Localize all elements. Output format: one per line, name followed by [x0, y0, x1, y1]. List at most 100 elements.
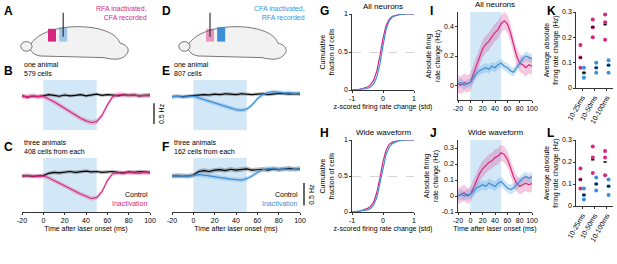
svg-text:80: 80 [125, 217, 133, 224]
svg-text:1: 1 [344, 136, 348, 143]
svg-text:Absolute firingrate change (Hz: Absolute firingrate change (Hz) [423, 150, 440, 202]
svg-text:RFA inactivated,CFA recorded: RFA inactivated,CFA recorded [96, 5, 147, 21]
svg-text:Inactivation: Inactivation [112, 200, 148, 207]
svg-text:one animal579 cells: one animal579 cells [24, 61, 59, 77]
svg-text:0.1: 0.1 [562, 59, 572, 66]
svg-text:100: 100 [526, 217, 538, 224]
svg-text:100: 100 [144, 217, 156, 224]
svg-text:0.2: 0.2 [562, 158, 572, 165]
svg-text:10-25ms: 10-25ms [566, 94, 586, 122]
svg-text:60: 60 [103, 217, 111, 224]
svg-text:All neurons: All neurons [363, 2, 403, 11]
svg-text:0.3: 0.3 [562, 136, 572, 143]
svg-text:0: 0 [450, 82, 454, 89]
svg-text:40: 40 [232, 217, 240, 224]
svg-text:40: 40 [491, 105, 499, 112]
svg-text:0.1: 0.1 [562, 180, 572, 187]
svg-text:20: 20 [61, 217, 69, 224]
svg-text:20: 20 [479, 105, 487, 112]
svg-text:H: H [320, 126, 329, 140]
svg-text:0.3: 0.3 [562, 8, 572, 15]
svg-text:40: 40 [491, 217, 499, 224]
svg-text:100: 100 [526, 105, 538, 112]
svg-text:0: 0 [568, 202, 572, 209]
svg-text:0: 0 [344, 208, 348, 215]
svg-text:0.4: 0.4 [444, 23, 454, 30]
svg-text:Average absolutefiring rate ch: Average absolutefiring rate change (Hz) [543, 15, 560, 84]
svg-text:60: 60 [503, 217, 511, 224]
svg-text:0.5: 0.5 [338, 48, 348, 55]
svg-text:0: 0 [450, 192, 454, 199]
svg-text:60: 60 [253, 217, 261, 224]
svg-text:80: 80 [516, 217, 524, 224]
svg-text:E: E [162, 64, 170, 78]
svg-text:0.1: 0.1 [444, 176, 454, 183]
svg-text:CFA inactivated,RFA recorded: CFA inactivated,RFA recorded [254, 5, 305, 21]
svg-text:0: 0 [41, 217, 45, 224]
svg-text:10-25ms: 10-25ms [566, 212, 586, 240]
svg-text:0.5: 0.5 [338, 172, 348, 179]
svg-text:K: K [547, 4, 556, 18]
svg-text:Absolute firingrate change (Hz: Absolute firingrate change (Hz) [425, 30, 442, 82]
svg-text:1: 1 [412, 95, 416, 102]
svg-text:Time after laser onset (ms): Time after laser onset (ms) [453, 225, 536, 233]
svg-text:Inactivation: Inactivation [262, 200, 298, 207]
svg-text:0: 0 [191, 217, 195, 224]
svg-text:A: A [4, 4, 13, 18]
svg-text:20: 20 [211, 217, 219, 224]
svg-text:0.5 Hz: 0.5 Hz [308, 184, 315, 205]
svg-text:10-100ms: 10-100ms [589, 94, 611, 125]
svg-text:three animals162 cells from ea: three animals162 cells from each [174, 139, 235, 155]
svg-text:0.2: 0.2 [444, 52, 454, 59]
svg-text:80: 80 [275, 217, 283, 224]
svg-text:1: 1 [412, 217, 416, 224]
svg-text:-20: -20 [167, 217, 177, 224]
svg-text:F: F [162, 140, 169, 154]
svg-text:1: 1 [344, 10, 348, 17]
svg-text:10-50ms: 10-50ms [579, 212, 599, 240]
svg-text:-1: -1 [349, 95, 355, 102]
svg-text:0: 0 [344, 86, 348, 93]
svg-text:80: 80 [516, 105, 524, 112]
svg-text:C: C [4, 140, 13, 154]
svg-text:z-scored firing rate change (s: z-scored firing rate change (std) [334, 225, 433, 233]
svg-text:D: D [162, 4, 171, 18]
svg-text:All neurons: All neurons [475, 0, 515, 9]
svg-text:40: 40 [82, 217, 90, 224]
svg-text:Wide waveform: Wide waveform [356, 128, 411, 137]
svg-text:0: 0 [381, 217, 385, 224]
svg-text:60: 60 [503, 105, 511, 112]
svg-text:Wide waveform: Wide waveform [468, 128, 523, 137]
svg-text:-0.1: -0.1 [442, 208, 454, 215]
svg-text:0: 0 [381, 95, 385, 102]
svg-text:0: 0 [468, 105, 472, 112]
svg-text:10-100ms: 10-100ms [589, 212, 611, 243]
svg-text:B: B [4, 64, 13, 78]
svg-text:100: 100 [294, 217, 306, 224]
svg-text:-20: -20 [453, 217, 463, 224]
svg-text:0.5 Hz: 0.5 Hz [158, 103, 165, 124]
svg-text:0.3: 0.3 [444, 144, 454, 151]
svg-text:Cumulativefraction of cells: Cumulativefraction of cells [319, 28, 335, 75]
svg-text:10-50ms: 10-50ms [579, 94, 599, 122]
svg-text:L: L [547, 126, 554, 140]
svg-text:I: I [430, 4, 433, 18]
svg-text:20: 20 [479, 217, 487, 224]
svg-text:-20: -20 [17, 217, 27, 224]
svg-text:G: G [320, 4, 329, 18]
svg-text:Average absolutefiring rate ch: Average absolutefiring rate change (Hz) [543, 138, 560, 207]
svg-text:Control: Control [125, 191, 148, 198]
svg-text:J: J [430, 126, 437, 140]
svg-text:Control: Control [275, 191, 298, 198]
svg-text:-20: -20 [453, 105, 463, 112]
svg-text:three animals408 cells from ea: three animals408 cells from each [24, 139, 85, 155]
svg-text:one animal807 cells: one animal807 cells [174, 61, 209, 77]
svg-text:0.2: 0.2 [562, 34, 572, 41]
svg-text:Cumulativefraction of cells: Cumulativefraction of cells [319, 152, 335, 199]
svg-text:0: 0 [568, 84, 572, 91]
svg-text:-1: -1 [349, 217, 355, 224]
svg-text:0.2: 0.2 [444, 160, 454, 167]
svg-text:Time after laser onset (ms): Time after laser onset (ms) [194, 225, 277, 233]
svg-text:Time after laser onset (ms): Time after laser onset (ms) [44, 225, 127, 233]
svg-text:z-scored firing rate change (s: z-scored firing rate change (std) [334, 103, 433, 111]
